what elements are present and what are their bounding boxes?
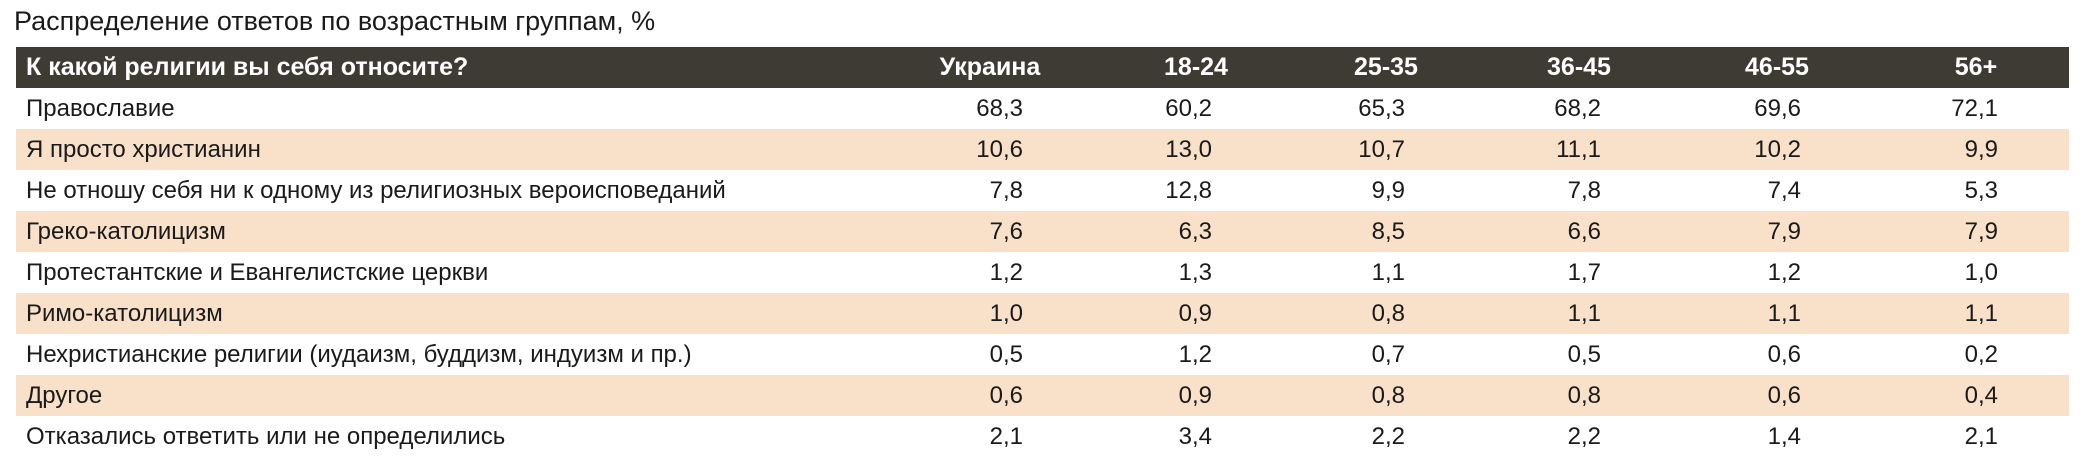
header-cell: 18-24	[1164, 53, 1228, 81]
value-cell: 6,6	[1567, 218, 1601, 245]
value-cell: 0,6	[1767, 341, 1801, 368]
value-cell: 65,3	[1358, 95, 1405, 122]
value-cell: 0,5	[1567, 341, 1601, 368]
row-label: Протестантские и Евангелистские церкви	[26, 259, 489, 286]
value-cell: 7,4	[1767, 177, 1801, 204]
table-row: Римо-католицизм 1,0 0,9 0,8 1,1 1,1 1,1	[16, 293, 2069, 334]
value-cell: 1,1	[1567, 300, 1601, 327]
row-label: Отказались ответить или не определились	[26, 423, 506, 450]
value-cell: 0,9	[1178, 382, 1212, 409]
value-cell: 1,4	[1767, 423, 1801, 450]
table: К какой религии вы себя относите? Украина…	[16, 47, 2069, 457]
value-cell: 3,4	[1178, 423, 1212, 450]
value-cell: 2,2	[1371, 423, 1405, 450]
table-row: Я просто христианин 10,6 13,0 10,7 11,1 10,2 9…	[16, 129, 2069, 170]
value-cell: 7,6	[989, 218, 1023, 245]
table-row: Другое 0,6 0,9 0,8 0,8 0,6 0,4	[16, 375, 2069, 416]
header-cell: Украина	[939, 53, 1041, 81]
table-row: Протестантские и Евангелистские церкви 1,…	[16, 252, 2069, 293]
value-cell: 7,9	[1767, 218, 1801, 245]
value-cell: 7,8	[989, 177, 1023, 204]
value-cell: 1,2	[989, 259, 1023, 286]
header-cell: 36-45	[1547, 53, 1611, 81]
table-row: Православие 68,3 60,2 65,3 68,2 69,6 72,1	[16, 88, 2069, 129]
value-cell: 60,2	[1165, 95, 1212, 122]
value-cell: 1,2	[1767, 259, 1801, 286]
header-row: К какой религии вы себя относите? Украина…	[16, 47, 2069, 88]
value-cell: 12,8	[1165, 177, 1212, 204]
table-row: Отказались ответить или не определились 2…	[16, 416, 2069, 457]
table-row: Не отношу себя ни к одному из религиозны…	[16, 170, 2069, 211]
row-label: Римо-католицизм	[26, 300, 223, 327]
value-cell: 10,2	[1754, 136, 1801, 163]
value-cell: 2,1	[1964, 423, 1998, 450]
value-cell: 0,5	[989, 341, 1023, 368]
row-label: Православие	[26, 95, 175, 122]
value-cell: 10,6	[976, 136, 1023, 163]
row-label: Нехристианские религии (иудаизм, буддизм…	[26, 341, 692, 368]
value-cell: 69,6	[1754, 95, 1801, 122]
row-label: Я просто христианин	[26, 136, 261, 163]
value-cell: 0,2	[1964, 341, 1998, 368]
value-cell: 0,6	[989, 382, 1023, 409]
title: Распределение ответов по возрастным груп…	[14, 6, 656, 36]
value-cell: 9,9	[1371, 177, 1405, 204]
value-cell: 10,7	[1358, 136, 1405, 163]
header-cell: 46-55	[1745, 53, 1809, 81]
header-cell: 56+	[1954, 53, 1998, 81]
table-row: Греко-католицизм 7,6 6,3 8,5 6,6 7,9 7,9	[16, 211, 2069, 252]
value-cell: 9,9	[1964, 136, 1998, 163]
header-cell: 25-35	[1354, 53, 1418, 81]
value-cell: 1,7	[1567, 259, 1601, 286]
value-cell: 1,2	[1178, 341, 1212, 368]
value-cell: 8,5	[1371, 218, 1405, 245]
value-cell: 0,8	[1567, 382, 1601, 409]
value-cell: 1,3	[1178, 259, 1212, 286]
value-cell: 2,2	[1567, 423, 1601, 450]
value-cell: 0,9	[1178, 300, 1212, 327]
value-cell: 1,1	[1964, 300, 1998, 327]
value-cell: 2,1	[989, 423, 1023, 450]
value-cell: 0,8	[1371, 300, 1405, 327]
value-cell: 1,1	[1767, 300, 1801, 327]
row-label: Греко-католицизм	[26, 218, 226, 245]
value-cell: 1,1	[1371, 259, 1405, 286]
value-cell: 0,7	[1371, 341, 1405, 368]
value-cell: 6,3	[1178, 218, 1212, 245]
value-cell: 1,0	[989, 300, 1023, 327]
value-cell: 13,0	[1165, 136, 1212, 163]
value-cell: 11,1	[1556, 136, 1601, 163]
value-cell: 7,8	[1567, 177, 1601, 204]
value-cell: 1,0	[1964, 259, 1998, 286]
value-cell: 0,8	[1371, 382, 1405, 409]
table-row: Нехристианские религии (иудаизм, буддизм…	[16, 334, 2069, 375]
value-cell: 0,6	[1767, 382, 1801, 409]
value-cell: 7,9	[1964, 218, 1998, 245]
header-cell: К какой религии вы себя относите?	[26, 53, 469, 81]
value-cell: 72,1	[1951, 95, 1998, 122]
row-label: Другое	[26, 382, 103, 409]
row-label: Не отношу себя ни к одному из религиозны…	[26, 177, 726, 204]
value-cell: 68,3	[976, 95, 1023, 122]
value-cell: 5,3	[1964, 177, 1998, 204]
value-cell: 0,4	[1964, 382, 1998, 409]
value-cell: 68,2	[1554, 95, 1601, 122]
